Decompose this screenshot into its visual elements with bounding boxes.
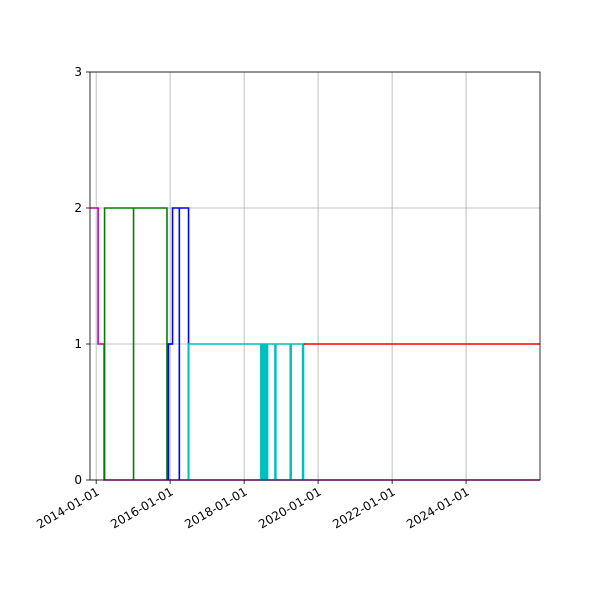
y-tick-label: 3 xyxy=(74,65,82,79)
plot-area xyxy=(90,72,540,480)
axes-frame xyxy=(89,71,541,481)
y-tick-label: 1 xyxy=(74,337,82,351)
series-line-2 xyxy=(103,207,173,480)
series-line-3 xyxy=(167,207,190,480)
y-tick-label: 2 xyxy=(74,201,82,215)
y-tick-label: 0 xyxy=(74,473,82,487)
